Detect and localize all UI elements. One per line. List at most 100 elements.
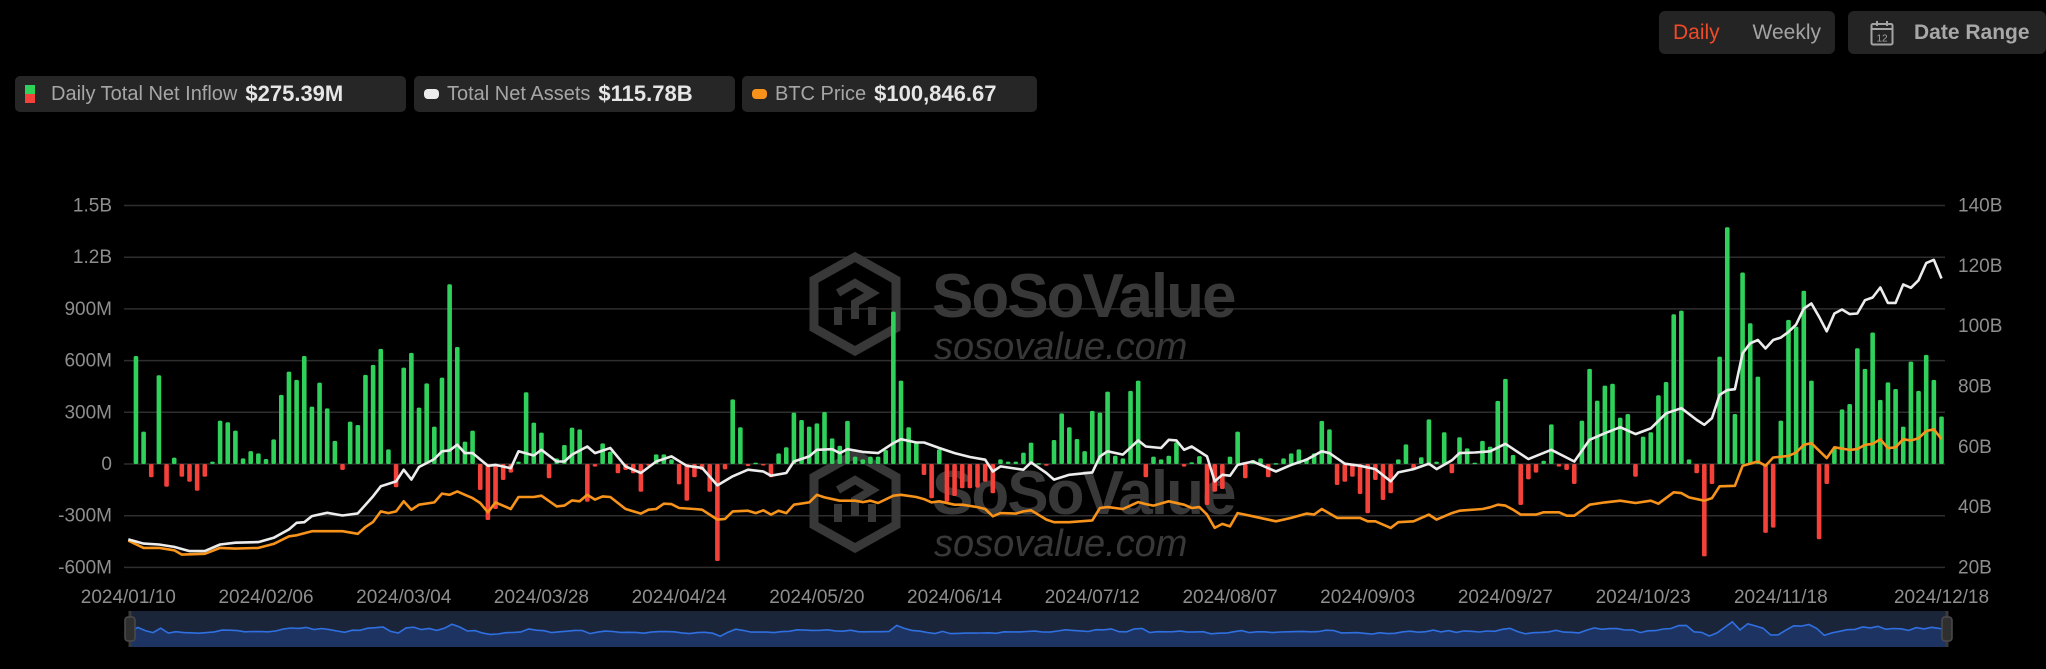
inflow-bar-positive (1939, 416, 1944, 464)
inflow-bar-positive (1900, 426, 1906, 464)
inflow-bar-positive (1418, 457, 1424, 464)
date-range-button[interactable]: 12 Date Range (1848, 11, 2046, 54)
inflow-bar-positive (1602, 385, 1608, 464)
inflow-bar-negative (638, 464, 644, 492)
inflow-bar-positive (1227, 456, 1233, 464)
inflow-bar-positive (569, 427, 575, 464)
calendar-icon: 12 (1870, 20, 1894, 46)
pill-icon (424, 89, 439, 99)
inflow-bar-positive (1809, 380, 1814, 464)
inflow-bar-negative (1044, 464, 1049, 466)
inflow-bar-positive (256, 453, 261, 464)
inflow-bar-positive (263, 459, 269, 464)
calendar-day-number: 12 (1876, 33, 1888, 44)
inflow-bar-positive (171, 457, 177, 464)
x-axis-tick: 2024/07/12 (1045, 587, 1140, 608)
inflow-bar-negative (1694, 464, 1699, 474)
inflow-bar-negative (715, 464, 720, 562)
inflow-bar-negative (1709, 464, 1715, 484)
inflow-bar-negative (477, 464, 483, 491)
x-axis-tick: 2024/03/28 (494, 587, 589, 608)
inflow-bar-positive (852, 456, 858, 464)
x-axis-tick: 2024/11/18 (1734, 587, 1828, 608)
sosovalue-logo-icon (809, 448, 901, 554)
inflow-bar-negative (929, 464, 934, 499)
legend-label: Total Net Assets (447, 82, 591, 105)
inflow-bar-negative (959, 464, 965, 489)
inflow-bar-negative (1350, 464, 1355, 477)
inflow-bar-positive (539, 432, 544, 464)
inflow-bar-negative (1357, 464, 1363, 494)
inflow-bar-positive (424, 383, 429, 464)
inflow-bar-negative (1526, 464, 1531, 480)
inflow-bar-positive (1747, 323, 1753, 464)
inflow-bar-positive (432, 426, 437, 464)
inflow-bar-positive (1679, 310, 1684, 464)
date-navigator[interactable] (124, 611, 1953, 647)
navigator-line (129, 620, 1948, 638)
inflow-bar-positive (898, 380, 904, 464)
navigator-left-handle[interactable] (124, 616, 136, 642)
inflow-bar-positive (1457, 437, 1462, 464)
inflow-bar-positive (347, 421, 353, 464)
inflow-bar-positive (1296, 449, 1302, 464)
inflow-bar-positive (1403, 444, 1409, 464)
inflow-bar-positive (1067, 427, 1072, 464)
inflow-bar-positive (906, 427, 911, 464)
inflow-bar-positive (860, 459, 866, 464)
inflow-bar-positive (1640, 436, 1646, 464)
inflow-bar-negative (1220, 464, 1225, 489)
inflow-bar-negative (1265, 464, 1271, 478)
inflow-bar-negative (1365, 464, 1371, 514)
inflow-bar-positive (1862, 368, 1868, 464)
inflow-bar-positive (1396, 459, 1401, 464)
inflow-bar-negative (592, 464, 598, 467)
inflow-bar-negative (676, 464, 682, 485)
inflow-bar-positive (1021, 452, 1026, 464)
inflow-bar-negative (148, 464, 154, 478)
inflow-bar-negative (187, 464, 192, 482)
period-daily-button[interactable]: Daily (1673, 20, 1720, 44)
inflow-bar-positive (133, 355, 139, 464)
inflow-bar-negative (761, 464, 766, 466)
right-axis-tick: 80B (1958, 376, 1992, 397)
inflow-bar-negative (340, 464, 345, 471)
inflow-bar-negative (1143, 464, 1149, 478)
period-weekly-button[interactable]: Weekly (1752, 20, 1821, 44)
inflow-bar-positive (1281, 458, 1286, 464)
inflow-bar-negative (1342, 464, 1348, 482)
left-axis-labels: 1.5B 1.2B 900M 600M 300M 0 -300M -600M (58, 196, 112, 579)
inflow-bar-positive (1273, 463, 1279, 465)
left-axis-tick: 600M (64, 351, 112, 372)
inflow-bar-positive (439, 377, 445, 464)
inflow-bar-positive (1801, 290, 1807, 464)
inflow-bar-positive (814, 423, 820, 464)
inflow-bar-positive (1510, 455, 1516, 464)
navigator-right-handle[interactable] (1941, 616, 1953, 642)
inflow-bar-negative (1533, 464, 1539, 473)
inflow-bar-positive (1549, 424, 1554, 464)
inflow-bar-positive (936, 449, 942, 464)
inflow-bar-positive (1877, 399, 1883, 464)
inflow-bar-positive (1051, 440, 1057, 464)
inflow-bar-negative (194, 464, 200, 491)
inflow-bar-positive (286, 371, 292, 464)
legend-total-net-assets[interactable]: Total Net Assets $115.78B (414, 76, 735, 112)
inflow-bar-positive (301, 355, 307, 464)
inflow-bar-negative (975, 464, 980, 488)
legend-label: Daily Total Net Inflow (51, 82, 238, 105)
date-range-label: Date Range (1914, 20, 2030, 44)
inflow-bar-negative (1204, 464, 1210, 506)
inflow-bar-positive (294, 379, 299, 464)
inflow-bar-positive (600, 443, 605, 464)
inflow-bar-positive (1617, 417, 1623, 464)
legend-daily-net-inflow[interactable]: Daily Total Net Inflow $275.39M (15, 76, 406, 112)
inflow-bar-positive (1579, 420, 1585, 464)
inflow-bar-positive (1151, 456, 1156, 464)
sosovalue-logo-mark (834, 475, 880, 522)
inflow-bar-positive (470, 430, 475, 464)
legend-btc-price[interactable]: BTC Price $100,846.67 (742, 76, 1037, 112)
x-axis-labels: 2024/01/10 2024/02/06 2024/03/04 2024/03/28… (81, 587, 1989, 608)
